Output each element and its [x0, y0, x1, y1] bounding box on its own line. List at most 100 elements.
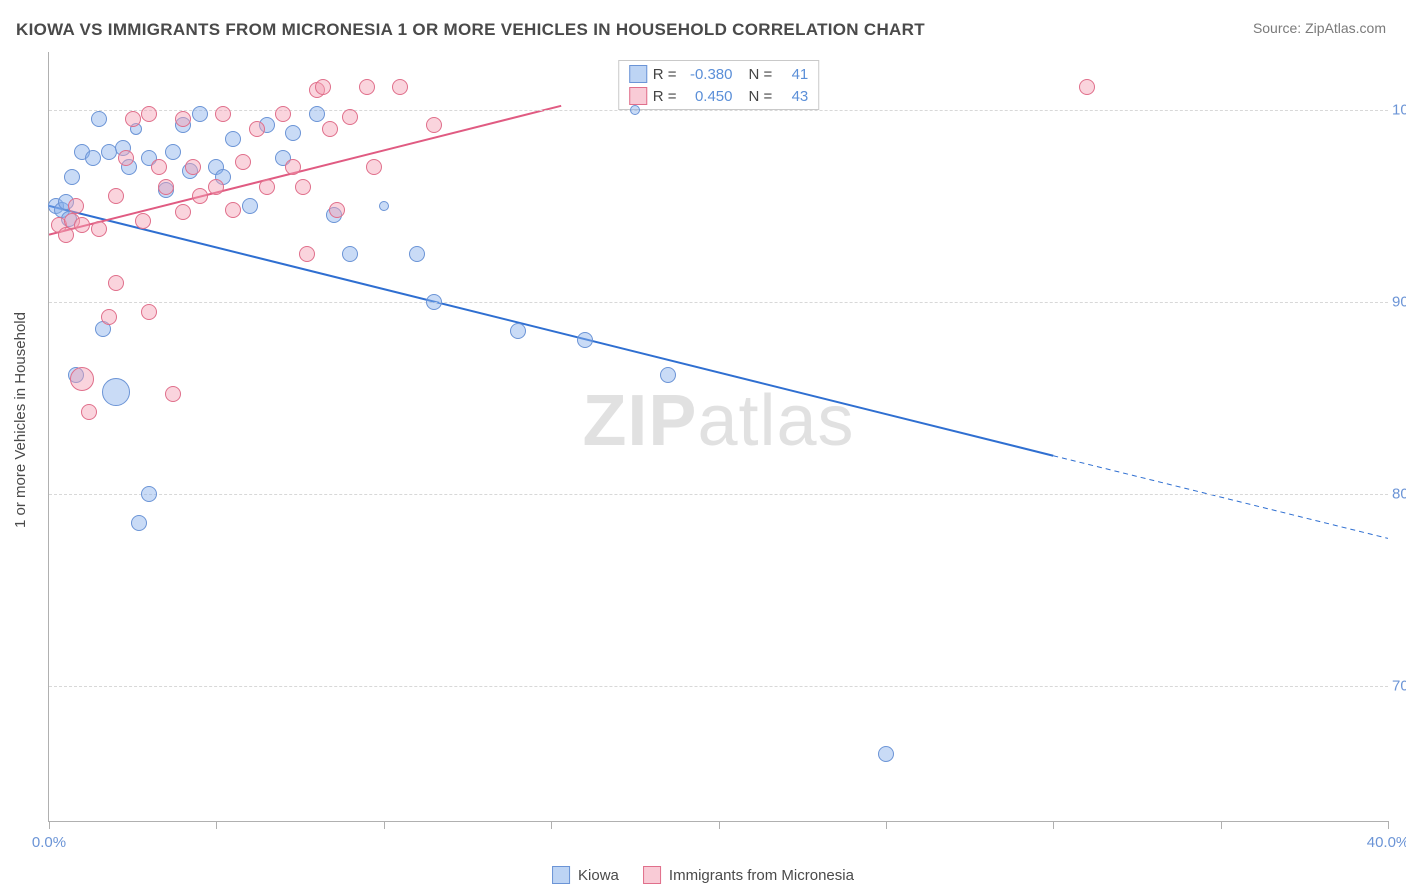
- scatter-point: [242, 198, 258, 214]
- scatter-point: [141, 106, 157, 122]
- x-tick: [551, 821, 552, 829]
- r-label: R =: [653, 88, 677, 105]
- watermark-zip: ZIP: [582, 381, 697, 461]
- x-tick: [886, 821, 887, 829]
- chart-title: KIOWA VS IMMIGRANTS FROM MICRONESIA 1 OR…: [16, 20, 925, 40]
- scatter-point: [426, 294, 442, 310]
- watermark: ZIPatlas: [582, 380, 854, 462]
- n-label: N =: [749, 88, 773, 105]
- scatter-point: [295, 179, 311, 195]
- legend-item: Kiowa: [552, 866, 619, 884]
- scatter-point: [342, 109, 358, 125]
- scatter-point: [309, 106, 325, 122]
- scatter-point: [74, 217, 90, 233]
- gridline-h: [49, 686, 1388, 687]
- scatter-point: [510, 323, 526, 339]
- scatter-point: [118, 150, 134, 166]
- scatter-point: [70, 367, 94, 391]
- scatter-point: [208, 179, 224, 195]
- x-tick: [719, 821, 720, 829]
- legend-item: Immigrants from Micronesia: [643, 866, 854, 884]
- x-tick-label: 0.0%: [32, 834, 66, 851]
- scatter-point: [285, 159, 301, 175]
- r-value: -0.380: [683, 66, 733, 83]
- scatter-point: [91, 111, 107, 127]
- scatter-point: [158, 179, 174, 195]
- scatter-point: [192, 106, 208, 122]
- n-value: 41: [778, 66, 808, 83]
- x-tick: [384, 821, 385, 829]
- scatter-point: [409, 246, 425, 262]
- trend-lines-svg: [49, 52, 1388, 821]
- scatter-point: [1079, 79, 1095, 95]
- trend-line: [49, 206, 1053, 456]
- scatter-point: [225, 202, 241, 218]
- x-tick: [1388, 821, 1389, 829]
- scatter-point: [379, 201, 389, 211]
- legend-stat-row: R = -0.380 N = 41: [619, 63, 819, 85]
- trend-line: [1053, 456, 1388, 539]
- chart-plot-area: ZIPatlas R =-0.380N =41R =0.450N =43 70.…: [48, 52, 1388, 822]
- scatter-point: [108, 188, 124, 204]
- r-label: R =: [653, 66, 677, 83]
- scatter-point: [165, 386, 181, 402]
- scatter-point: [192, 188, 208, 204]
- legend-label: Kiowa: [578, 867, 619, 884]
- scatter-point: [392, 79, 408, 95]
- gridline-h: [49, 302, 1388, 303]
- n-value: 43: [778, 88, 808, 105]
- scatter-point: [85, 150, 101, 166]
- scatter-point: [315, 79, 331, 95]
- scatter-point: [131, 515, 147, 531]
- scatter-point: [215, 106, 231, 122]
- legend-swatch: [552, 866, 570, 884]
- y-tick-label: 80.0%: [1392, 486, 1406, 503]
- scatter-point: [68, 198, 84, 214]
- n-label: N =: [749, 66, 773, 83]
- gridline-h: [49, 110, 1388, 111]
- scatter-point: [165, 144, 181, 160]
- watermark-atlas: atlas: [697, 381, 854, 461]
- scatter-point: [299, 246, 315, 262]
- gridline-h: [49, 494, 1388, 495]
- scatter-point: [185, 159, 201, 175]
- scatter-point: [225, 131, 241, 147]
- source-attribution: Source: ZipAtlas.com: [1253, 20, 1386, 36]
- scatter-point: [342, 246, 358, 262]
- scatter-point: [275, 106, 291, 122]
- legend-stat-row: R = 0.450 N = 43: [619, 85, 819, 107]
- legend-swatch: [629, 65, 647, 83]
- scatter-point: [141, 304, 157, 320]
- scatter-point: [329, 202, 345, 218]
- scatter-point: [141, 486, 157, 502]
- scatter-point: [235, 154, 251, 170]
- scatter-point: [259, 179, 275, 195]
- scatter-point: [285, 125, 301, 141]
- r-value: 0.450: [683, 88, 733, 105]
- x-tick: [49, 821, 50, 829]
- scatter-point: [322, 121, 338, 137]
- scatter-point: [64, 169, 80, 185]
- scatter-point: [577, 332, 593, 348]
- scatter-point: [108, 275, 124, 291]
- legend-swatch: [643, 866, 661, 884]
- scatter-point: [359, 79, 375, 95]
- scatter-point: [630, 105, 640, 115]
- y-axis-label: 1 or more Vehicles in Household: [12, 312, 29, 528]
- correlation-legend: R = -0.380 N = 41 R = 0.450 N = 43: [618, 60, 820, 110]
- scatter-point: [102, 378, 130, 406]
- scatter-point: [135, 213, 151, 229]
- x-tick-label: 40.0%: [1367, 834, 1406, 851]
- legend-swatch: [629, 87, 647, 105]
- x-tick: [1221, 821, 1222, 829]
- scatter-point: [125, 111, 141, 127]
- scatter-point: [151, 159, 167, 175]
- scatter-point: [249, 121, 265, 137]
- scatter-point: [878, 746, 894, 762]
- scatter-point: [366, 159, 382, 175]
- scatter-point: [660, 367, 676, 383]
- y-tick-label: 100.0%: [1392, 101, 1406, 118]
- y-tick-label: 90.0%: [1392, 293, 1406, 310]
- scatter-point: [81, 404, 97, 420]
- x-tick: [216, 821, 217, 829]
